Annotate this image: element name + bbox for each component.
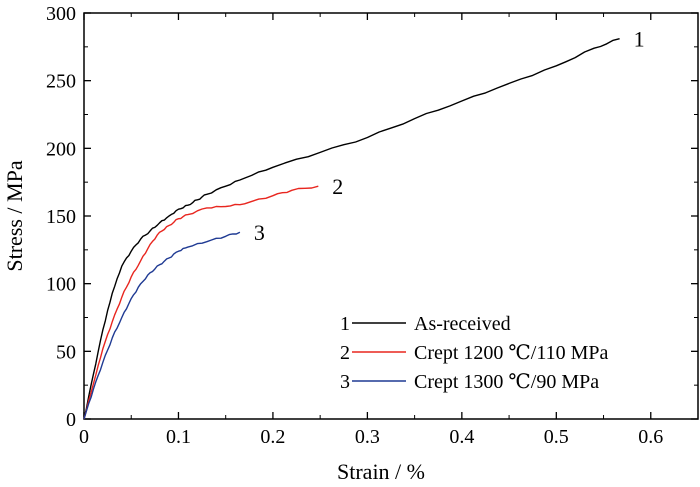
y-tick-label: 200: [46, 138, 76, 160]
y-axis-title: Stress / MPa: [2, 160, 27, 271]
x-tick-label: 0.3: [355, 426, 380, 448]
curve-end-label-2: 2: [332, 174, 343, 199]
y-tick-label: 50: [56, 341, 76, 363]
series-line-1: [83, 38, 620, 420]
curve-end-label-3: 3: [254, 220, 265, 245]
x-tick-label: 0.5: [544, 426, 569, 448]
x-tick-label: 0.6: [638, 426, 663, 448]
x-tick-label: 0: [79, 426, 89, 448]
x-tick-label: 0.2: [260, 426, 285, 448]
curve-end-label-1: 1: [634, 27, 645, 52]
legend-number-3: 3: [340, 371, 350, 393]
legend-label-3: Crept 1300 ℃/90 MPa: [414, 371, 599, 393]
series-line-3: [83, 231, 241, 420]
y-tick-label: 250: [46, 71, 76, 93]
y-tick-label: 100: [46, 274, 76, 296]
y-tick-label: 150: [46, 206, 76, 228]
legend-label-2: Crept 1200 ℃/110 MPa: [414, 342, 609, 364]
x-axis-title: Strain / %: [337, 459, 425, 484]
y-tick-label: 0: [66, 409, 76, 431]
y-tick-label: 300: [46, 3, 76, 25]
x-tick-label: 0.4: [449, 426, 474, 448]
x-tick-label: 0.1: [166, 426, 191, 448]
series-line-2: [83, 185, 319, 420]
legend-number-1: 1: [340, 313, 350, 335]
legend-number-2: 2: [340, 342, 350, 364]
legend-label-1: As-received: [414, 313, 511, 335]
